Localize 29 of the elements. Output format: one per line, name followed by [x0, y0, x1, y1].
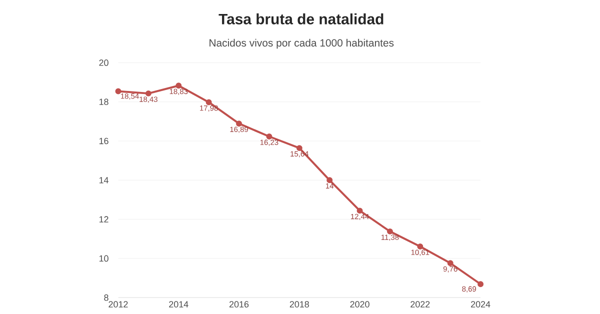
point	[266, 134, 272, 140]
y-tick-label: 8	[104, 294, 108, 302]
x-tick-label: 2020	[350, 301, 370, 308]
point	[447, 260, 454, 266]
y-tick-label: 14	[99, 177, 108, 184]
x-tick-label: 2024	[471, 301, 490, 308]
y-tick-label: 18	[99, 98, 108, 106]
point	[386, 228, 393, 235]
point	[356, 208, 363, 214]
point	[115, 88, 122, 95]
x-tick-label: 2016	[229, 301, 249, 308]
point	[478, 281, 484, 288]
point	[236, 120, 242, 127]
point	[176, 82, 182, 89]
point	[417, 244, 424, 250]
x-tick-label: 2014	[169, 301, 188, 308]
point	[296, 145, 302, 152]
chart-subtitle: Nacidos vivos por cada 1000 habitantes	[210, 39, 394, 49]
y-tick-label: 20	[99, 60, 108, 66]
point	[145, 90, 152, 97]
y-tick-label: 10	[99, 256, 108, 262]
x-tick-label: 2018	[290, 301, 309, 308]
y-tick-label: 12	[99, 216, 108, 223]
y-tick-label: 16	[99, 138, 108, 144]
x-tick-label: 2012	[108, 301, 128, 308]
x-tick-label: 2022	[410, 301, 430, 308]
point	[206, 99, 212, 106]
chart-title: Tasa bruta de natalidad	[218, 14, 384, 25]
point	[326, 177, 333, 184]
